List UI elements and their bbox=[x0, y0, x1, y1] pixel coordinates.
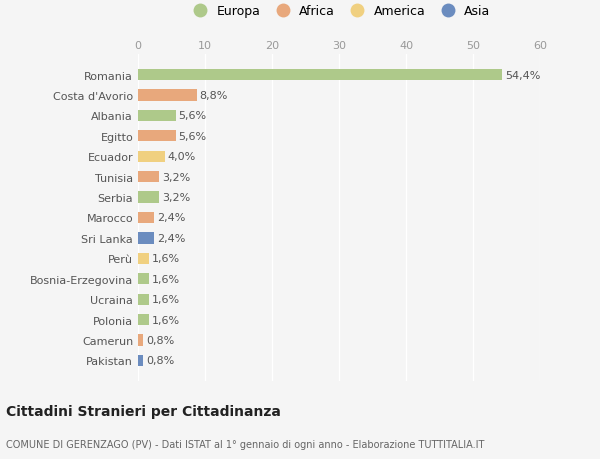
Bar bbox=[138, 90, 197, 101]
Text: 5,6%: 5,6% bbox=[178, 132, 206, 141]
Bar bbox=[138, 172, 160, 183]
Bar bbox=[138, 274, 149, 285]
Bar bbox=[138, 70, 502, 81]
Text: 3,2%: 3,2% bbox=[162, 193, 190, 203]
Text: 2,4%: 2,4% bbox=[157, 233, 185, 243]
Text: 1,6%: 1,6% bbox=[151, 274, 179, 284]
Text: 4,0%: 4,0% bbox=[167, 152, 196, 162]
Text: 1,6%: 1,6% bbox=[151, 295, 179, 304]
Text: 3,2%: 3,2% bbox=[162, 172, 190, 182]
Bar bbox=[138, 355, 143, 366]
Bar bbox=[138, 131, 176, 142]
Text: 54,4%: 54,4% bbox=[505, 71, 541, 80]
Bar bbox=[138, 233, 154, 244]
Text: COMUNE DI GERENZAGO (PV) - Dati ISTAT al 1° gennaio di ogni anno - Elaborazione : COMUNE DI GERENZAGO (PV) - Dati ISTAT al… bbox=[6, 440, 484, 449]
Bar bbox=[138, 314, 149, 325]
Text: 0,8%: 0,8% bbox=[146, 356, 174, 365]
Bar bbox=[138, 335, 143, 346]
Text: 0,8%: 0,8% bbox=[146, 335, 174, 345]
Bar bbox=[138, 111, 176, 122]
Text: 5,6%: 5,6% bbox=[178, 111, 206, 121]
Text: 2,4%: 2,4% bbox=[157, 213, 185, 223]
Text: 1,6%: 1,6% bbox=[151, 254, 179, 264]
Bar bbox=[138, 151, 165, 162]
Text: 1,6%: 1,6% bbox=[151, 315, 179, 325]
Bar bbox=[138, 192, 160, 203]
Bar bbox=[138, 253, 149, 264]
Legend: Europa, Africa, America, Asia: Europa, Africa, America, Asia bbox=[185, 3, 493, 21]
Text: 8,8%: 8,8% bbox=[200, 91, 228, 101]
Text: Cittadini Stranieri per Cittadinanza: Cittadini Stranieri per Cittadinanza bbox=[6, 404, 281, 419]
Bar bbox=[138, 294, 149, 305]
Bar bbox=[138, 213, 154, 224]
